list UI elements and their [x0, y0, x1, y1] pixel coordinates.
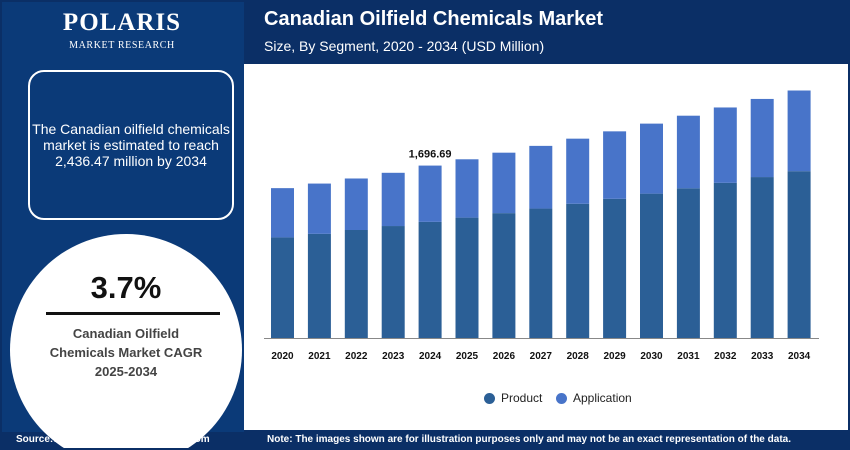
bar-application-2030 [640, 123, 663, 194]
bar-product-2033 [750, 177, 774, 338]
bar-product-2025 [455, 217, 479, 338]
x-tick-label-2032: 2032 [714, 351, 737, 362]
bar-application-2032 [713, 107, 737, 183]
bar-product-2022 [344, 229, 368, 338]
x-tick-label-2022: 2022 [345, 351, 368, 362]
x-tick-label-2026: 2026 [493, 351, 516, 362]
footer-source: Source:www.polarismarketresearch.com [16, 434, 210, 445]
x-tick-label-2024: 2024 [419, 351, 442, 362]
x-tick-label-2025: 2025 [456, 351, 479, 362]
logo-subtitle: MARKET RESEARCH [69, 40, 175, 51]
bar-product-2026 [492, 213, 516, 338]
bar-product-2032 [713, 182, 737, 338]
bar-application-2033 [750, 98, 774, 178]
bar-chart: 2020 2021 2022 2023 2024 2025 2026 2027 2028 2029… [264, 90, 819, 362]
x-tick-label-2034: 2034 [788, 351, 811, 362]
bar-application-2028 [566, 138, 590, 204]
legend-label-application: Application [573, 391, 632, 405]
chart-title: Canadian Oilfield Chemicals Market [264, 8, 603, 30]
bar-application-2026 [492, 152, 516, 214]
legend-item-application: Application [556, 391, 632, 405]
x-tick-label-2033: 2033 [751, 351, 774, 362]
data-label-2024: 1,696.69 [409, 149, 452, 161]
callout-box: The Canadian oilfield chemicals market i… [28, 70, 234, 220]
legend-swatch-application [556, 392, 567, 404]
callout-text: The Canadian oilfield chemicals market i… [32, 121, 230, 169]
logo-name: POLARIS [62, 9, 182, 36]
x-tick-label-2031: 2031 [677, 351, 700, 362]
bar-application-2021 [307, 183, 331, 234]
logo: POLARIS [22, 9, 222, 37]
bar-application-2025 [455, 159, 479, 218]
bar-product-2027 [529, 208, 553, 338]
x-tick-label-2020: 2020 [271, 351, 294, 362]
chart-panel: 2020 2021 2022 2023 2024 2025 2026 2027 2028 2029… [244, 64, 848, 430]
bar-product-2023 [381, 226, 405, 338]
bar-application-2034 [787, 90, 811, 172]
bar-application-2020 [271, 188, 294, 238]
x-tick-label-2030: 2030 [640, 351, 663, 362]
bar-application-2031 [676, 115, 700, 189]
x-tick-label-2029: 2029 [603, 351, 626, 362]
cagr-divider [46, 312, 220, 315]
cagr-circle: 3.7% Canadian Oilfield Chemicals Market … [10, 234, 242, 448]
bar-application-2022 [344, 178, 368, 230]
left-panel: POLARIS MARKET RESEARCH The Canadian oil… [2, 2, 244, 448]
legend-swatch-product [484, 392, 495, 404]
bar-product-2021 [307, 233, 331, 338]
bar-product-2028 [566, 203, 590, 338]
bar-application-2029 [603, 131, 627, 199]
chart-subtitle: Size, By Segment, 2020 - 2034 (USD Milli… [264, 38, 545, 54]
x-tick-label-2027: 2027 [530, 351, 553, 362]
cagr-value: 3.7% [90, 270, 162, 305]
bar-application-2023 [381, 172, 405, 227]
legend-label-product: Product [501, 391, 543, 405]
bar-application-2024 [418, 165, 442, 222]
legend-item-product: Product [484, 391, 542, 405]
bar-product-2024 [418, 221, 442, 338]
bar-product-2020 [271, 237, 294, 338]
bar-application-2027 [529, 145, 553, 209]
bar-product-2030 [640, 193, 663, 338]
x-tick-label-2023: 2023 [382, 351, 405, 362]
bar-product-2031 [676, 188, 700, 338]
bar-product-2034 [787, 171, 811, 338]
footer-note: Note: The images shown are for illustrat… [267, 434, 791, 445]
cagr-label: Canadian Oilfield Chemicals Market CAGR … [49, 326, 203, 379]
x-tick-label-2028: 2028 [567, 351, 590, 362]
bar-product-2029 [603, 198, 627, 338]
x-tick-label-2021: 2021 [308, 351, 331, 362]
